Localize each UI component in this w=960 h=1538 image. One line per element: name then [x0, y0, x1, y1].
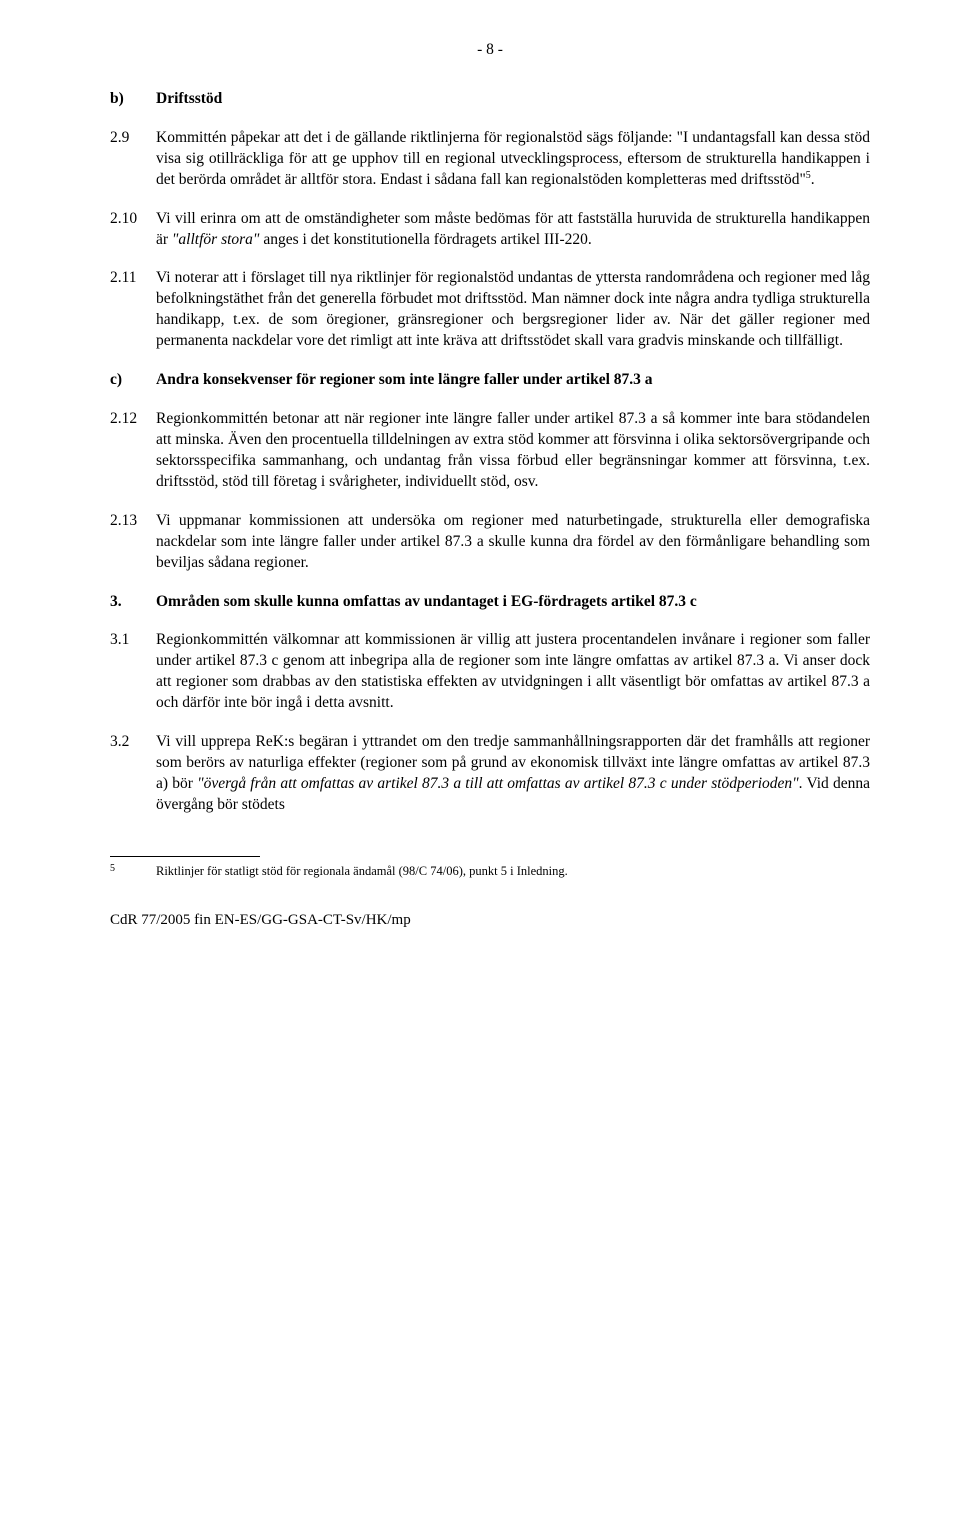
paragraph-row: b)Driftsstöd [110, 89, 870, 110]
paragraph-row: 2.12Regionkommittén betonar att när regi… [110, 409, 870, 493]
footnote-marker: 5 [110, 863, 156, 875]
paragraph-marker: 3.1 [110, 630, 156, 651]
paragraph-marker: b) [110, 89, 156, 110]
footnote-rule [110, 856, 260, 857]
paragraph-marker: 3.2 [110, 732, 156, 753]
footnote: 5 Riktlinjer för statligt stöd för regio… [110, 863, 870, 880]
page-number: - 8 - [110, 40, 870, 61]
paragraph-row: 3.2Vi vill upprepa ReK:s begäran i yttra… [110, 732, 870, 816]
section-heading: Områden som skulle kunna omfattas av und… [156, 592, 870, 613]
footer-reference: CdR 77/2005 fin EN-ES/GG-GSA-CT-Sv/HK/mp [110, 910, 870, 930]
document-body: b)Driftsstöd2.9Kommittén påpekar att det… [110, 89, 870, 816]
paragraph-marker: 2.13 [110, 511, 156, 532]
paragraph-text: Vi vill upprepa ReK:s begäran i yttrande… [156, 732, 870, 816]
paragraph-text: Kommittén påpekar att det i de gällande … [156, 128, 870, 191]
paragraph-marker: 2.9 [110, 128, 156, 149]
paragraph-text: Regionkommittén välkomnar att kommission… [156, 630, 870, 714]
section-heading: Driftsstöd [156, 89, 870, 110]
paragraph-row: 3.Områden som skulle kunna omfattas av u… [110, 592, 870, 613]
paragraph-text: Vi vill erinra om att de omständigheter … [156, 209, 870, 251]
section-heading: Andra konsekvenser för regioner som inte… [156, 370, 870, 391]
paragraph-row: 2.11Vi noterar att i förslaget till nya … [110, 268, 870, 352]
paragraph-marker: c) [110, 370, 156, 391]
paragraph-marker: 3. [110, 592, 156, 613]
paragraph-text: Vi uppmanar kommissionen att undersöka o… [156, 511, 870, 574]
paragraph-marker: 2.11 [110, 268, 156, 289]
paragraph-marker: 2.10 [110, 209, 156, 230]
paragraph-row: 2.10Vi vill erinra om att de omständighe… [110, 209, 870, 251]
paragraph-row: 2.9Kommittén påpekar att det i de gällan… [110, 128, 870, 191]
paragraph-row: 2.13Vi uppmanar kommissionen att undersö… [110, 511, 870, 574]
paragraph-row: c)Andra konsekvenser för regioner som in… [110, 370, 870, 391]
footnote-text: Riktlinjer för statligt stöd för regiona… [156, 863, 870, 880]
paragraph-text: Regionkommittén betonar att när regioner… [156, 409, 870, 493]
paragraph-text: Vi noterar att i förslaget till nya rikt… [156, 268, 870, 352]
paragraph-row: 3.1Regionkommittén välkomnar att kommiss… [110, 630, 870, 714]
paragraph-marker: 2.12 [110, 409, 156, 430]
